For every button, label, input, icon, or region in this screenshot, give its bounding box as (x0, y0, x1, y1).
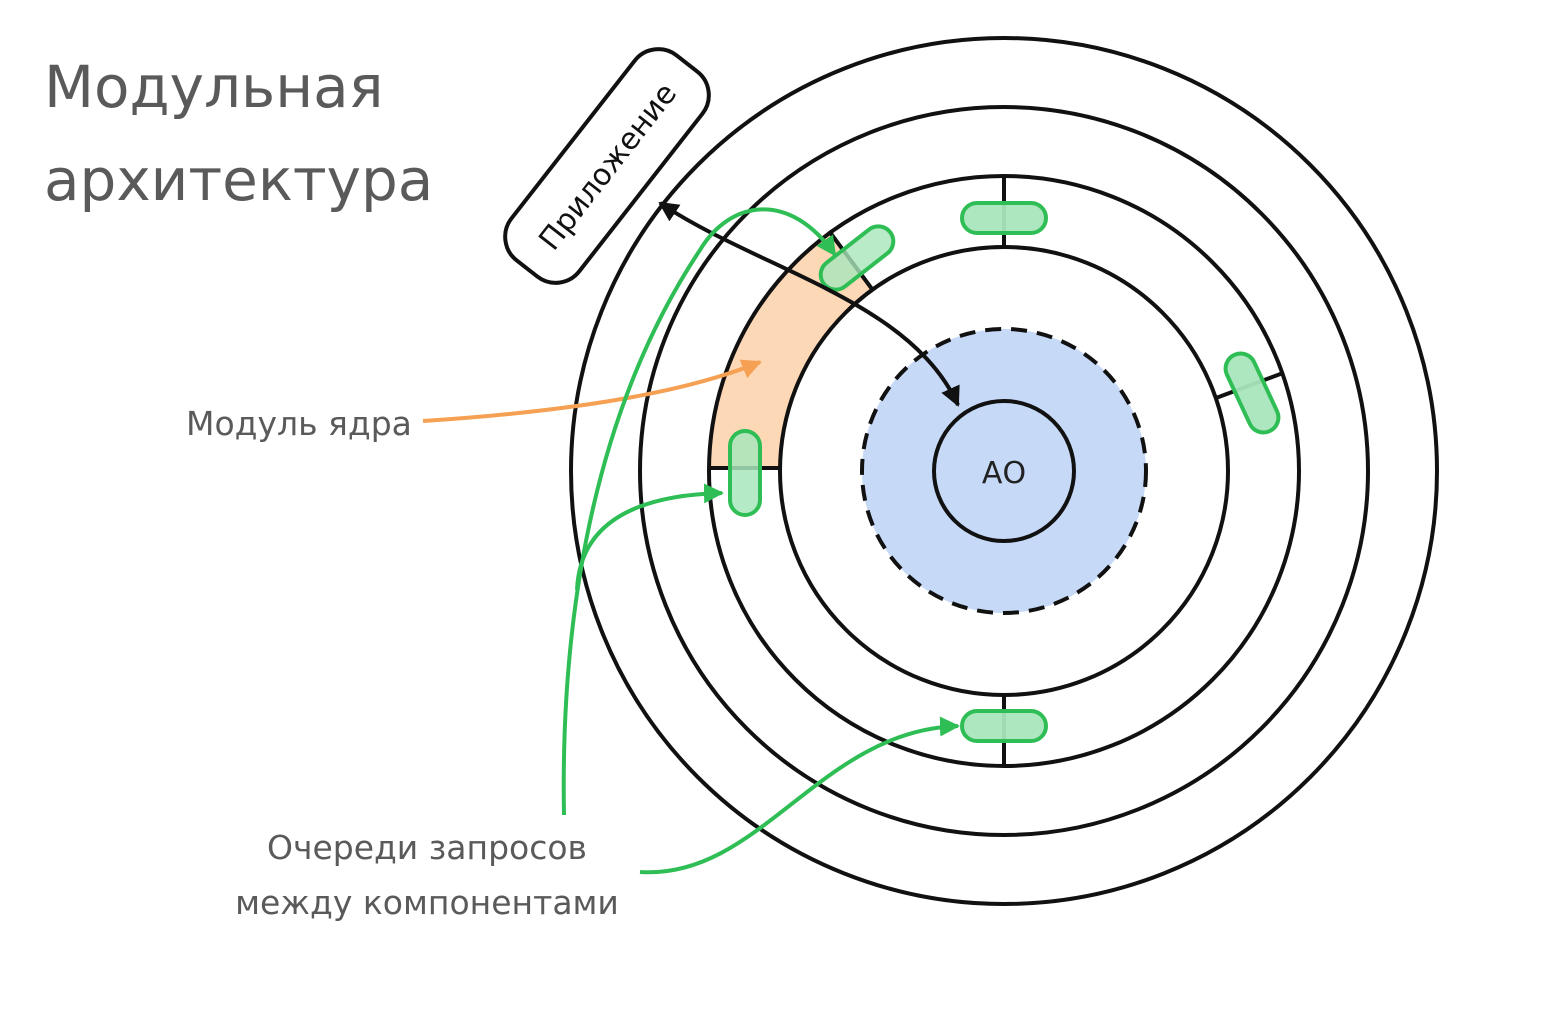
core-module-label: Модуль ядра (186, 404, 412, 443)
title-line-2: архитектура (44, 146, 433, 214)
core-module-arrow (422, 359, 762, 423)
queue-pill-left (728, 429, 762, 517)
queue-arrow-left (575, 483, 724, 591)
center-circle (932, 399, 1076, 543)
queue-pill-top (960, 201, 1048, 235)
queues-label-line-1: Очереди запросов (267, 828, 587, 867)
app-kernel-arrow (658, 201, 960, 407)
queue-arrow-bottom (639, 716, 960, 875)
center-label: АО (982, 456, 1026, 491)
ring-3 (638, 105, 1370, 837)
application-box: Приложение (503, 47, 711, 285)
queue-arrow-upper (561, 207, 837, 816)
queues-label-line-2: между компонентами (235, 883, 619, 922)
title-line-1: Модульная (44, 53, 384, 121)
outer-ring (569, 36, 1439, 906)
queue-pill-bottom (960, 709, 1048, 743)
queue-pill-right (1223, 351, 1281, 435)
